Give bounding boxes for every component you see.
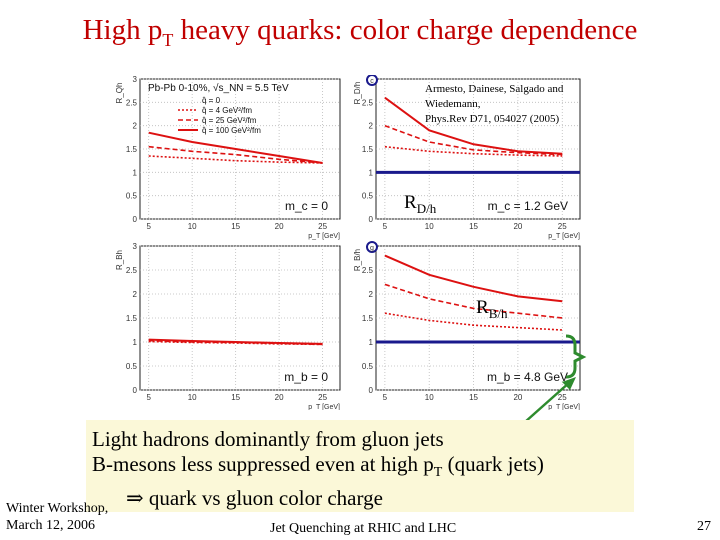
series-line [148, 145, 323, 164]
y-tick-label: 0 [369, 386, 374, 395]
y-tick-label: 1.5 [362, 314, 374, 323]
series-line [384, 254, 563, 303]
x-tick-label: 10 [188, 222, 197, 231]
slide-title: High pT heavy quarks: color charge depen… [82, 14, 638, 50]
x-axis-label: p_T [GeV] [548, 233, 580, 240]
x-tick-label: 15 [231, 393, 240, 402]
x-tick-label: 15 [469, 393, 478, 402]
y-tick-label: 2.5 [126, 266, 138, 275]
x-tick-label: 25 [318, 393, 327, 402]
series-line [384, 124, 563, 156]
y-tick-label: 0 [369, 215, 374, 224]
series-line [384, 283, 563, 319]
chart-panel-top-left: 5 10 15 20 25 0 0.5 1 1.5 2 2.5 3 p_T [GeV] R_Qh m_c =… [115, 75, 341, 240]
x-tick-label: 5 [146, 393, 151, 402]
x-tick-label: 25 [558, 222, 567, 231]
callout-line-2: B-mesons less suppressed even at high pT… [92, 452, 544, 481]
series-line [384, 312, 563, 331]
legend-entry: q̂ = 0 [202, 96, 221, 105]
green-arrow-head [562, 377, 576, 390]
mass-annotation: m_b = 4.8 GeV [487, 370, 568, 384]
y-tick-label: 0.5 [362, 362, 374, 371]
x-tick-label: 5 [383, 222, 388, 231]
y-tick-label: 1.5 [362, 145, 374, 154]
x-tick-label: 25 [318, 222, 327, 231]
x-tick-label: 25 [558, 393, 567, 402]
x-tick-label: 15 [231, 222, 240, 231]
y-tick-label: 1 [369, 338, 374, 347]
y-tick-label: 2.5 [362, 266, 374, 275]
y-tick-label: 3 [133, 242, 138, 251]
reference-text: Armesto, Dainese, Salgado and Wiedemann,… [425, 83, 564, 125]
page-number: 27 [697, 519, 711, 534]
x-tick-label: 20 [513, 222, 522, 231]
y-tick-label: 0 [133, 386, 138, 395]
x-axis-label: p_T [GeV] [308, 233, 340, 240]
panel-label-circle [366, 241, 378, 253]
series-line [148, 340, 323, 346]
mass-annotation: m_b = 0 [284, 370, 328, 384]
panel-label-circle [366, 75, 378, 86]
x-tick-label: 20 [275, 222, 284, 231]
series-line [384, 96, 563, 155]
rb-label: RB/h [476, 297, 508, 321]
y-tick-label: 2 [133, 290, 138, 299]
y-tick-label: 2.5 [362, 98, 374, 107]
legend-entry: q̂ = 100 GeV²/fm [202, 126, 261, 135]
y-tick-label: 2.5 [126, 98, 138, 107]
series-line [148, 131, 323, 164]
green-bracket [565, 334, 587, 379]
mass-annotation: m_c = 1.2 GeV [488, 199, 568, 213]
y-tick-label: 0.5 [126, 362, 138, 371]
x-tick-label: 10 [425, 222, 434, 231]
x-tick-label: 10 [425, 393, 434, 402]
y-tick-label: 1 [369, 168, 374, 177]
x-axis-label: p_T [GeV] [548, 404, 580, 410]
x-tick-label: 20 [275, 393, 284, 402]
series-line [384, 145, 563, 157]
callout-line-3: ⇒ quark vs gluon color charge [126, 486, 383, 511]
panel-label: g [370, 245, 374, 252]
series-line [148, 155, 323, 164]
panel-label: c [370, 78, 374, 85]
y-axis-label: R_D/h [353, 82, 362, 105]
chart-panel-bottom-left: 5 10 15 20 25 0 0.5 1 1.5 2 2.5 3 p_T [GeV] R_Bh m_b =… [115, 242, 341, 410]
y-tick-label: 0.5 [126, 192, 138, 201]
legend-entry: q̂ = 25 GeV²/fm [202, 116, 257, 125]
y-tick-label: 2 [369, 122, 374, 131]
y-axis-label: R_Qh [115, 83, 124, 104]
x-tick-label: 20 [513, 393, 522, 402]
footer-left: Winter Workshop, March 12, 2006 [6, 501, 109, 533]
callout-line-1: Light hadrons dominantly from gluon jets [92, 427, 444, 451]
footer-center: Jet Quenching at RHIC and LHC [270, 521, 457, 536]
y-tick-label: 2 [133, 122, 138, 131]
x-tick-label: 5 [383, 393, 388, 402]
rd-label: RD/h [404, 192, 437, 216]
y-tick-label: 1 [133, 168, 138, 177]
x-tick-label: 5 [146, 222, 151, 231]
callout-box: Light hadrons dominantly from gluon jets… [86, 420, 634, 512]
y-tick-label: 0 [133, 215, 138, 224]
y-axis-label: R_Bh [115, 250, 124, 270]
mass-annotation: m_c = 0 [285, 199, 328, 213]
legend-entry: q̂ = 4 GeV²/fm [202, 106, 252, 115]
y-tick-label: 1 [133, 338, 138, 347]
x-axis-label: p_T [GeV] [308, 404, 340, 410]
y-axis-label: R_B/h [353, 249, 362, 271]
x-tick-label: 10 [188, 393, 197, 402]
y-tick-label: 1.5 [126, 314, 138, 323]
y-tick-label: 1.5 [126, 145, 138, 154]
x-tick-label: 15 [469, 222, 478, 231]
y-tick-label: 3 [133, 75, 138, 84]
legend-header: Pb-Pb 0-10%, √s_NN = 5.5 TeV [148, 82, 289, 94]
y-tick-label: 0.5 [362, 192, 374, 201]
y-tick-label: 2 [369, 290, 374, 299]
